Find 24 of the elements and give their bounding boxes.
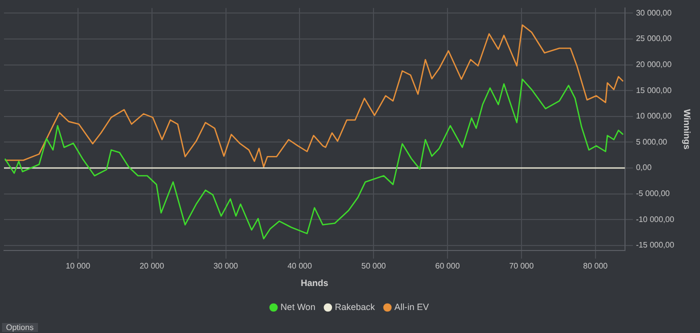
y-tick-label: 25 000,00 (636, 34, 672, 44)
y-tick-label: 30 000,00 (636, 8, 672, 18)
y-tick-label: -15 000,00 (636, 240, 675, 250)
y-tick-label: 10 000,00 (636, 112, 672, 121)
x-tick-label: 10 000 (66, 262, 91, 271)
y-tick-label: 20 000,00 (636, 60, 672, 69)
y-axis-title: Winnings (682, 109, 692, 150)
x-tick-label: 60 000 (435, 262, 460, 271)
legend-label: Net Won (280, 302, 316, 312)
y-tick-label: -5 000,00 (636, 189, 670, 198)
y-tick-label: 0,00 (636, 163, 652, 172)
y-tick-label: 15 000,00 (636, 86, 672, 95)
x-axis-title: Hands (300, 278, 328, 288)
y-tick-label: 5 000,00 (636, 137, 668, 146)
x-tick-label: 50 000 (361, 262, 386, 271)
x-tick-label: 40 000 (287, 262, 312, 271)
legend-label: All-in EV (394, 302, 429, 312)
x-tick-label: 80 000 (583, 262, 608, 271)
legend-label: Rakeback (334, 302, 376, 312)
text: Options (2, 323, 38, 332)
y-tick-label: -10 000,00 (636, 214, 675, 224)
x-tick-label: 70 000 (509, 262, 534, 271)
x-tick-label: 30 000 (214, 262, 239, 271)
x-tick-label: 20 000 (140, 262, 165, 271)
